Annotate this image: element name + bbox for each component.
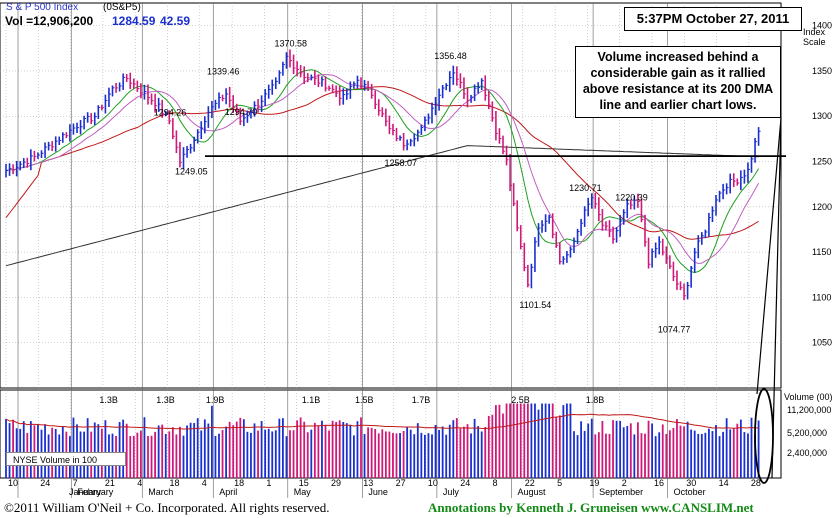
- price-change: 42.59: [160, 14, 191, 28]
- price-y-axis: 1050 1100 1150 1200 1250 1300 1350 1400: [812, 21, 832, 348]
- volume-peak-label: 2.5B: [511, 395, 530, 405]
- volume-legend: NYSE Volume in 100: [6, 452, 126, 466]
- last-price: 1284.59: [112, 14, 156, 28]
- month-label: January: [69, 487, 102, 497]
- annotation-box: Volume increased behind a considerable g…: [575, 46, 781, 118]
- annotation-line: line and earlier chart lows.: [599, 98, 757, 112]
- ma-200-line: [5, 145, 759, 267]
- price-label: 1258.07: [385, 158, 418, 168]
- callout-line: [771, 117, 782, 479]
- month-label: July: [443, 487, 460, 497]
- price-label: 1074.77: [658, 324, 691, 334]
- x-tick-label: 21: [105, 478, 115, 488]
- price-label: 1370.58: [274, 38, 307, 48]
- y-tick-label: 1350: [812, 66, 832, 76]
- y-tick-label: 1300: [812, 111, 832, 121]
- volume-tick-label: 5,200,000: [787, 428, 827, 438]
- x-tick-label: 28: [751, 478, 761, 488]
- annotation-credits: Annotations by Kenneth J. Gruneisen www.…: [428, 500, 754, 515]
- volume-highlight-ellipse: [754, 388, 774, 484]
- x-tick-label: 1: [266, 478, 271, 488]
- x-tick-label: 24: [40, 478, 50, 488]
- callout-line: [756, 117, 782, 395]
- price-label: 1101.54: [519, 300, 551, 310]
- x-tick-label: 8: [493, 478, 498, 488]
- x-tick-label: 2: [622, 478, 627, 488]
- volume-peak-label: 1.5B: [355, 395, 374, 405]
- price-annotations: 1294.26 1249.05 1339.46 1294.70 1370.58 1258.…: [154, 38, 691, 334]
- y-tick-label: 1250: [812, 157, 832, 167]
- x-tick-label: 18: [170, 478, 180, 488]
- volume-peak-label: 1.9B: [206, 395, 225, 405]
- price-label: 1294.26: [154, 107, 187, 117]
- x-tick-label: 22: [525, 478, 535, 488]
- x-tick-label: 5: [557, 478, 562, 488]
- x-tick-label: 27: [396, 478, 406, 488]
- month-label: June: [368, 487, 388, 497]
- ma-21-line: [5, 74, 760, 265]
- volume-bars: [5, 403, 760, 478]
- annotation-line: above resistance at its 200 DMA: [582, 82, 774, 96]
- index-name: S & P 500 Index: [6, 2, 79, 13]
- x-tick-label: 4: [202, 478, 207, 488]
- price-label: 1339.46: [207, 66, 240, 76]
- price-bars: [5, 49, 761, 300]
- volume-peak-label: 1.1B: [302, 395, 321, 405]
- x-tick-label: 15: [299, 478, 309, 488]
- volume-peak-label: 1.7B: [412, 395, 431, 405]
- copyright-notice: ©2011 William O'Neil + Co. Incorporated.…: [4, 500, 330, 515]
- volume-tick-label: 11,200,000: [787, 405, 831, 415]
- month-label: March: [148, 487, 173, 497]
- volume-y-axis: 11,200,000 5,200,000 2,400,000: [787, 405, 831, 458]
- volume-tick-label: 2,400,000: [787, 448, 827, 458]
- index-scale-title: Index Scale: [803, 27, 826, 47]
- y-tick-label: 1050: [812, 338, 832, 348]
- y-tick-label: 1200: [812, 202, 832, 212]
- price-label: 1220.39: [615, 192, 648, 202]
- price-label: 1249.05: [175, 166, 208, 176]
- price-label: 1230.71: [569, 183, 602, 193]
- x-tick-label: 16: [654, 478, 664, 488]
- annotation-callout: [754, 117, 782, 484]
- volume-peak-labels: 1.3B 1.3B 1.9B 1.1B 1.5B 1.7B 2.5B 1.8B: [99, 395, 604, 405]
- grid-lines: [0, 3, 781, 498]
- price-label: 1294.70: [225, 107, 258, 117]
- timestamp-box: 5:37PM October 27, 2011: [624, 7, 802, 31]
- y-tick-label: 1150: [812, 247, 831, 257]
- volume-readout: Vol =12,906,200: [5, 14, 94, 28]
- month-label: October: [674, 487, 706, 497]
- month-label: February: [77, 487, 114, 497]
- x-tick-label: 13: [363, 478, 373, 488]
- x-tick-label: 14: [719, 478, 729, 488]
- x-tick-label: 10: [8, 478, 18, 488]
- x-tick-label: 10: [428, 478, 438, 488]
- volume-peak-label: 1.8B: [586, 395, 605, 405]
- x-tick-label: 19: [589, 478, 599, 488]
- price-label: 1356.48: [434, 51, 467, 61]
- x-tick-label: 24: [460, 478, 470, 488]
- month-label: May: [294, 487, 312, 497]
- x-tick-label: 18: [234, 478, 244, 488]
- x-tick-label: 30: [686, 478, 696, 488]
- month-label: September: [599, 487, 643, 497]
- y-tick-label: 1400: [812, 21, 832, 31]
- month-label: April: [219, 487, 237, 497]
- volume-peak-label: 1.3B: [156, 395, 175, 405]
- x-tick-label: 4: [137, 478, 142, 488]
- moving-averages: [5, 69, 760, 274]
- index-symbol: (0S&P5): [103, 2, 141, 13]
- x-tick-label: 7: [73, 478, 78, 488]
- x-tick-label: 29: [331, 478, 341, 488]
- annotation-line: Volume increased behind a: [597, 50, 759, 64]
- volume-peak-label: 1.3B: [99, 395, 118, 405]
- month-label: August: [517, 487, 546, 497]
- date-x-axis: 10 24 7 21 4 18 4 18 1 15 29 13 27 10 24 8 22 5 19 2 16 30 14 2…: [8, 478, 761, 497]
- volume-ma-line: [5, 413, 759, 430]
- ma-50-line: [5, 86, 759, 240]
- y-tick-label: 1100: [812, 292, 831, 302]
- volume-scale-title: Volume (00): [784, 392, 833, 402]
- annotation-line: considerable gain as it rallied: [590, 66, 766, 80]
